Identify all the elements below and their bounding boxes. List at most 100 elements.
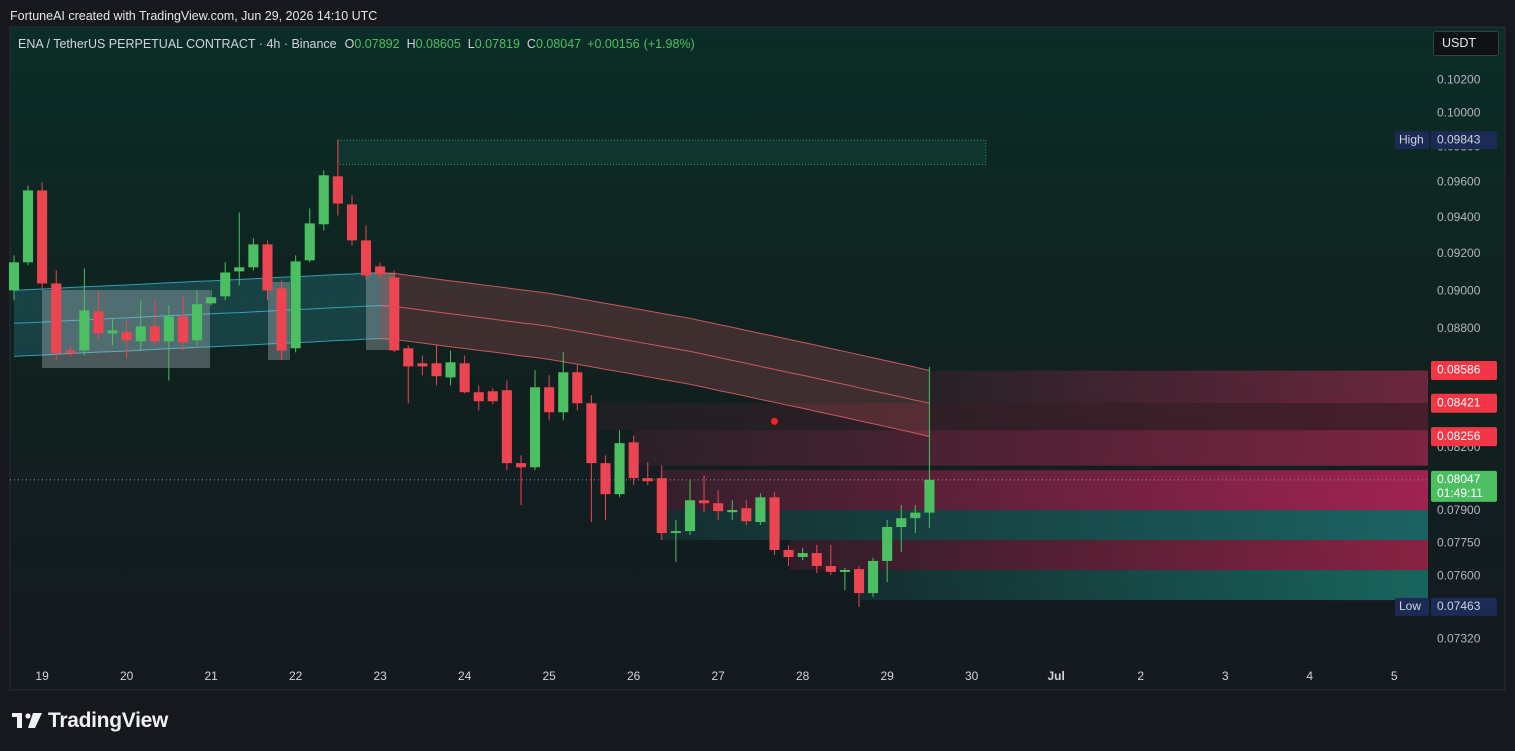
band-line [27, 288, 43, 291]
band-line [112, 350, 127, 353]
band-line [56, 353, 71, 355]
band-line [703, 320, 719, 325]
y-tick-label: 0.07900 [1437, 503, 1481, 517]
candle-body [853, 569, 865, 594]
candle-body [22, 190, 34, 263]
band-line [858, 420, 874, 425]
x-tick-label: 3 [1222, 669, 1229, 683]
candle-body [783, 549, 794, 557]
band-line [408, 307, 423, 311]
ohlc-label: L [467, 37, 475, 51]
band-line [661, 345, 676, 350]
band-line [506, 320, 522, 324]
liquidity-zone [789, 539, 1428, 570]
band-line [858, 354, 874, 359]
band-line [718, 356, 733, 361]
candle-body [811, 553, 822, 567]
band-line [915, 432, 930, 438]
band-line [84, 285, 99, 288]
x-tick-label: 28 [796, 669, 810, 683]
band-line [703, 353, 719, 358]
y-tick-label: 0.07600 [1437, 568, 1481, 582]
band-line [436, 278, 451, 282]
band-line [887, 393, 902, 398]
band-line [422, 276, 437, 280]
band-line [816, 410, 831, 415]
y-tick-label: 0.07750 [1437, 535, 1481, 549]
band-line [13, 355, 29, 357]
candle-body [206, 297, 217, 304]
band-line [774, 401, 789, 406]
candle-body [79, 310, 90, 351]
currency-button[interactable]: USDT [1433, 31, 1499, 56]
band-line [534, 290, 550, 294]
extreme-label: Low [1399, 599, 1421, 613]
band-line [633, 340, 648, 345]
candle-body [896, 518, 907, 527]
liquidity-zone [633, 430, 1428, 466]
band-line [887, 360, 902, 365]
band-line [858, 387, 874, 392]
axis-layer: 0.102000.100000.098000.096000.094000.092… [35, 72, 1497, 683]
band-line [563, 328, 578, 332]
band-line [549, 292, 564, 297]
price-label-bg [1431, 361, 1497, 381]
band-line [98, 351, 113, 353]
x-tick-label: Jul [1048, 669, 1065, 683]
logo-shape [17, 713, 22, 728]
candle-body [572, 372, 583, 404]
candle-body [389, 277, 400, 351]
band-line [647, 376, 662, 380]
band-line [732, 392, 747, 397]
candle-body [868, 560, 879, 594]
candle-body [501, 390, 512, 464]
band-line [689, 317, 705, 322]
band-line [366, 305, 381, 307]
band-line [196, 280, 212, 282]
band-line [788, 338, 803, 343]
band-line [746, 362, 761, 367]
price-label: 0.08256 [1437, 429, 1481, 443]
x-tick-label: 24 [458, 669, 472, 683]
band-line [816, 377, 831, 383]
candle-body [882, 526, 893, 561]
band-line [323, 306, 338, 309]
band-line [126, 283, 141, 286]
liquidity-zone [659, 510, 1428, 540]
band-line [732, 326, 747, 331]
candle-body [487, 391, 498, 402]
band-line [788, 371, 803, 376]
price-label-bg [1431, 131, 1497, 150]
candle-body [839, 569, 850, 572]
band-line [605, 368, 620, 373]
band-line [872, 390, 888, 395]
band-line [225, 345, 240, 347]
candle-body [600, 463, 611, 495]
band-line [225, 312, 240, 314]
ohlc-label: H [406, 37, 416, 51]
candle-body [107, 330, 118, 334]
band-line [872, 357, 888, 362]
candle-body [713, 503, 724, 512]
band-line [506, 353, 522, 357]
band-line [549, 325, 564, 330]
band-line [450, 280, 465, 284]
band-line [534, 356, 550, 360]
band-line [619, 305, 634, 309]
candle-body [248, 244, 259, 268]
price-label: 0.09843 [1437, 132, 1481, 146]
band-line [492, 285, 507, 289]
logo-shape [28, 713, 42, 728]
band-line [337, 273, 353, 276]
y-tick-label: 0.09600 [1437, 174, 1481, 188]
candle-body [515, 463, 527, 468]
band-line [436, 344, 451, 348]
band-line [253, 343, 268, 346]
price-label: 0.07463 [1437, 599, 1481, 613]
attribution: FortuneAI created with TradingView.com, … [10, 9, 378, 23]
symbol-legend: ENA / TetherUS PERPETUAL CONTRACT · 4h ·… [18, 37, 695, 51]
band-line [506, 287, 522, 291]
candle-body [93, 311, 104, 334]
ohlc-value: 0.07892 [354, 37, 400, 51]
